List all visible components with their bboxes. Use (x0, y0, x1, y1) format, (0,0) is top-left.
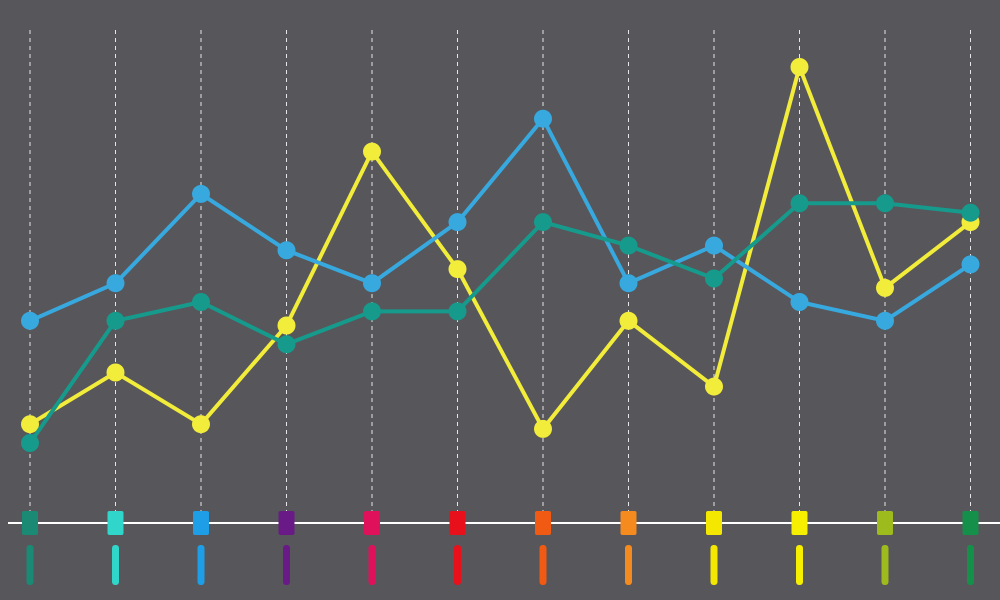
data-point (21, 311, 39, 330)
data-point (106, 274, 125, 293)
category-marker-square (193, 511, 209, 535)
category-marker-square (535, 511, 551, 535)
data-point (448, 260, 467, 279)
category-marker-square (791, 511, 808, 535)
data-point (619, 311, 638, 330)
data-point (277, 316, 296, 335)
data-point (106, 311, 125, 330)
category-marker-square (278, 511, 295, 535)
data-point (106, 363, 125, 382)
data-point (876, 194, 894, 213)
series-2 (21, 109, 980, 330)
category-marker-bar (881, 545, 889, 585)
category-marker-square (22, 511, 38, 535)
category-marker-bar (283, 545, 290, 585)
data-point (961, 255, 980, 274)
data-point (448, 213, 467, 232)
series-group (21, 58, 980, 452)
category-marker-bar (967, 545, 974, 585)
data-point (619, 236, 638, 255)
data-point (705, 377, 723, 396)
data-point (192, 415, 210, 434)
data-point (534, 213, 552, 232)
data-point (619, 274, 638, 293)
data-point (21, 415, 39, 434)
category-marker-bar (368, 545, 376, 585)
data-point (363, 142, 381, 161)
grid-lines (29, 30, 971, 523)
data-point (21, 434, 39, 452)
data-point (790, 293, 809, 311)
data-point (876, 278, 894, 297)
category-marker-bar (796, 545, 803, 585)
data-point (277, 241, 296, 260)
series-line (28, 65, 972, 431)
data-point (192, 184, 210, 203)
category-marker-square (962, 511, 979, 535)
category-marker-bar (539, 545, 547, 585)
data-point (534, 109, 552, 128)
category-marker-bar (625, 545, 632, 585)
data-point (790, 194, 809, 213)
category-marker-square (107, 511, 124, 535)
category-marker-bar (26, 545, 34, 585)
category-markers (22, 511, 979, 585)
category-marker-square (449, 511, 466, 535)
category-marker-square (620, 511, 637, 535)
data-point (961, 203, 980, 222)
category-marker-bar (710, 545, 718, 585)
data-point (790, 58, 809, 76)
category-marker-square (706, 511, 722, 535)
series-3 (21, 194, 980, 452)
data-point (534, 419, 552, 438)
series-1 (21, 58, 980, 438)
category-marker-bar (454, 545, 461, 585)
category-marker-bar (112, 545, 119, 585)
data-point (363, 302, 381, 321)
data-point (705, 236, 723, 255)
category-marker-bar (197, 545, 205, 585)
category-marker-square (364, 511, 380, 535)
data-point (277, 335, 296, 354)
data-point (448, 302, 467, 321)
category-marker-square (877, 511, 893, 535)
data-point (876, 311, 894, 330)
data-point (705, 269, 723, 288)
series-line (29, 116, 972, 323)
data-point (192, 293, 210, 311)
data-point (363, 274, 381, 293)
series-line (28, 201, 971, 445)
